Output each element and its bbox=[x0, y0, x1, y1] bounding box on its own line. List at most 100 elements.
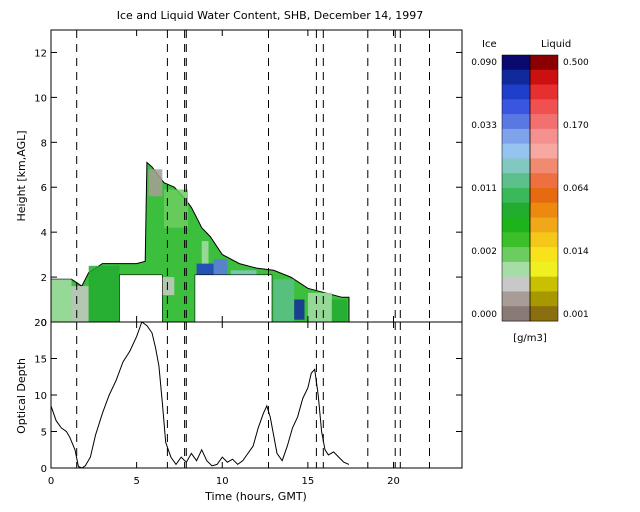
x-tick-label: 0 bbox=[48, 476, 54, 487]
colorbar-ice-swatch bbox=[502, 217, 530, 233]
x-tick-label: 20 bbox=[387, 476, 400, 487]
colorbar-liquid-scale bbox=[530, 55, 558, 322]
colorbar-liquid-swatch bbox=[530, 84, 558, 100]
optical-depth-y-tick-label: 0 bbox=[41, 464, 47, 475]
colorbar-liquid-swatch bbox=[530, 217, 558, 233]
colorbar-liquid-label: Liquid bbox=[541, 39, 571, 50]
colorbar-ice-swatch bbox=[502, 158, 530, 174]
cloud-texture-patch bbox=[307, 292, 332, 322]
colorbar: Ice Liquid 0.090 0.033 0.011 0.002 0.000 0.5… bbox=[471, 39, 589, 344]
heatmap-y-axis-label: Height [km,AGL] bbox=[15, 130, 28, 221]
colorbar-liquid-ticks: 0.500 0.170 0.064 0.014 0.001 bbox=[563, 58, 589, 320]
heatmap-y-tick-label: 12 bbox=[34, 48, 47, 59]
heatmap-y-tick-label: 10 bbox=[34, 93, 47, 104]
colorbar-ice-swatch bbox=[502, 247, 530, 263]
cloud-texture-patch bbox=[164, 189, 188, 228]
colorbar-ice-swatch bbox=[502, 99, 530, 115]
colorbar-ice-tick-label: 0.090 bbox=[471, 58, 497, 68]
colorbar-ice-tick-label: 0.002 bbox=[471, 247, 497, 257]
x-tick-label: 10 bbox=[216, 476, 229, 487]
colorbar-ice-swatch bbox=[502, 232, 530, 248]
colorbar-ice-tick-label: 0.000 bbox=[471, 310, 497, 320]
cloud-texture-patch bbox=[294, 299, 305, 320]
colorbar-liquid-swatch bbox=[530, 158, 558, 174]
colorbar-ice-swatch bbox=[502, 261, 530, 278]
colorbar-ice-swatch bbox=[502, 69, 530, 86]
colorbar-ice-tick-label: 0.011 bbox=[471, 184, 497, 194]
optical-depth-y-tick-label: 15 bbox=[34, 355, 47, 366]
heatmap-y-tick-label: 2 bbox=[41, 273, 47, 284]
colorbar-liquid-swatch bbox=[530, 291, 558, 307]
colorbar-liquid-frame bbox=[529, 54, 559, 322]
heatmap-time-markers bbox=[76, 30, 430, 322]
colorbar-ice-swatch bbox=[502, 55, 530, 71]
data-gap bbox=[119, 274, 163, 323]
colorbar-ice-swatch bbox=[502, 143, 530, 159]
heatmap-y-tick-label: 6 bbox=[41, 183, 47, 194]
colorbar-ice-ticks: 0.090 0.033 0.011 0.002 0.000 bbox=[471, 58, 497, 320]
heatmap-y-tick-label: 0 bbox=[41, 318, 47, 329]
colorbar-liquid-tick-label: 0.064 bbox=[563, 184, 589, 194]
colorbar-liquid-swatch bbox=[530, 261, 558, 278]
colorbar-ice-swatch bbox=[502, 114, 530, 130]
colorbar-liquid-swatch bbox=[530, 173, 558, 189]
colorbar-liquid-swatch bbox=[530, 69, 558, 86]
optical-depth-y-tick-label: 5 bbox=[41, 428, 47, 439]
optical-depth-panel: 0 5 10 15 20 0 5 10 15 20 Optical Depth Time (ho… bbox=[15, 318, 463, 503]
cloud-texture-patch bbox=[158, 277, 175, 296]
colorbar-liquid-tick-label: 0.001 bbox=[563, 310, 589, 320]
optical-depth-plot-area bbox=[51, 322, 462, 468]
colorbar-liquid-swatch bbox=[530, 143, 558, 159]
colorbar-liquid-tick-label: 0.014 bbox=[563, 247, 589, 257]
colorbar-ice-swatch bbox=[502, 202, 530, 219]
cloud-texture-patch bbox=[201, 241, 209, 264]
colorbar-unit: [g/m3] bbox=[513, 333, 547, 344]
optical-depth-x-axis: 0 5 10 15 20 bbox=[48, 322, 400, 487]
optical-depth-y-axis-label: Optical Depth bbox=[15, 358, 28, 434]
data-gaps bbox=[119, 274, 273, 323]
cloud-texture-patch bbox=[71, 286, 89, 322]
cloud-texture-patch bbox=[88, 265, 120, 322]
colorbar-ice-swatch bbox=[502, 276, 530, 292]
colorbar-liquid-swatch bbox=[530, 276, 558, 292]
colorbar-ice-swatch bbox=[502, 128, 530, 145]
heatmap-y-tick-label: 8 bbox=[41, 138, 47, 149]
heatmap-panel: 0 2 4 6 8 10 12 Height [km,AGL] bbox=[15, 29, 463, 329]
heatmap-y-tick-label: 4 bbox=[41, 228, 47, 239]
colorbar-liquid-swatch bbox=[530, 128, 558, 145]
colorbar-ice-swatch bbox=[502, 291, 530, 307]
colorbar-liquid-swatch bbox=[530, 188, 558, 204]
heatmap-x-ticks bbox=[50, 30, 394, 322]
optical-depth-y-axis: 0 5 10 15 20 bbox=[34, 318, 462, 475]
optical-depth-time-markers bbox=[76, 322, 430, 468]
colorbar-liquid-tick-label: 0.500 bbox=[563, 58, 589, 68]
x-tick-label: 15 bbox=[302, 476, 315, 487]
x-axis-label: Time (hours, GMT) bbox=[204, 490, 307, 503]
colorbar-ice-scale bbox=[502, 55, 530, 322]
colorbar-ice-swatch bbox=[502, 173, 530, 189]
chart-title: Ice and Liquid Water Content, SHB, Decem… bbox=[117, 9, 424, 22]
colorbar-ice-swatch bbox=[502, 306, 530, 322]
colorbar-liquid-swatch bbox=[530, 202, 558, 219]
colorbar-liquid-swatch bbox=[530, 247, 558, 263]
colorbar-liquid-swatch bbox=[530, 55, 558, 71]
colorbar-liquid-swatch bbox=[530, 99, 558, 115]
x-tick-label: 5 bbox=[133, 476, 139, 487]
cloud-texture-patch bbox=[273, 279, 295, 322]
colorbar-ice-swatch bbox=[502, 84, 530, 100]
colorbar-liquid-swatch bbox=[530, 232, 558, 248]
optical-depth-series-line bbox=[50, 321, 350, 469]
colorbar-liquid-swatch bbox=[530, 306, 558, 322]
colorbar-liquid-tick-label: 0.170 bbox=[563, 121, 589, 131]
colorbar-ice-swatch bbox=[502, 188, 530, 204]
cloud-texture-patch bbox=[51, 279, 72, 322]
colorbar-liquid-swatch bbox=[530, 114, 558, 130]
data-gap bbox=[194, 274, 273, 323]
optical-depth-y-tick-label: 10 bbox=[34, 391, 47, 402]
colorbar-ice-tick-label: 0.033 bbox=[471, 121, 497, 131]
colorbar-ice-label: Ice bbox=[482, 39, 497, 50]
cloud-texture-patch bbox=[148, 169, 163, 197]
optical-depth-y-tick-label: 20 bbox=[34, 318, 47, 329]
cloud-texture-patch bbox=[331, 299, 348, 322]
